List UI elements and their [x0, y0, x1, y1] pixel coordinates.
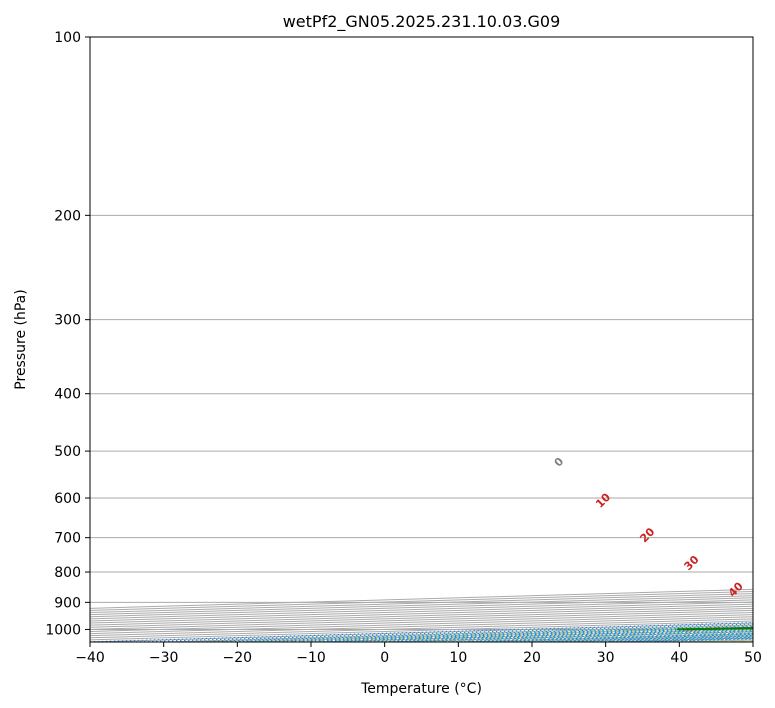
moist-adiabat-line — [458, 632, 753, 642]
axes: −40 −30 −20 −10 0 10 20 30 40 5010020030040050060… — [45, 30, 762, 666]
y-tick-label: 500 — [54, 444, 81, 460]
isotherm-line — [90, 597, 753, 618]
dry-adiabat-line — [338, 628, 753, 642]
isotherm-line — [90, 603, 753, 624]
moist-adiabat-line — [193, 624, 753, 642]
moist-adiabat-label: 30 — [682, 553, 702, 573]
isotherm-line — [310, 628, 753, 642]
moist-adiabat-line — [635, 638, 753, 642]
x-axis-label: Temperature (°C) — [360, 681, 482, 697]
y-tick-label: 700 — [54, 531, 81, 547]
isotherm-line — [531, 635, 753, 642]
isotherm-grid — [90, 588, 753, 642]
isotherm-line — [458, 633, 753, 642]
moist-adiabat-line — [590, 636, 753, 642]
y-axis-label: Pressure (hPa) — [13, 289, 29, 389]
isotherm-line — [90, 599, 753, 620]
isotherm-line — [90, 618, 753, 639]
moist-adiabat-label: 10 — [593, 490, 613, 510]
isotherm-line — [90, 588, 753, 609]
isotherm-line — [237, 626, 753, 642]
moist-adiabat-line — [723, 640, 753, 642]
isotherm-line — [679, 639, 753, 642]
moist-adiabat-line — [546, 635, 753, 642]
dry-adiabat-line — [263, 626, 753, 642]
dry-adiabat-line — [562, 635, 753, 642]
isotherm-line — [90, 614, 753, 635]
moist-adiabat-line — [369, 630, 753, 642]
x-tick-label: 0 — [380, 650, 389, 666]
isobar-grid — [90, 37, 753, 630]
x-tick-label: 20 — [523, 650, 541, 666]
isotherm-line — [90, 601, 753, 622]
moist-adiabat-line — [281, 627, 753, 642]
y-tick-label: 600 — [54, 491, 81, 507]
x-tick-label: −10 — [296, 650, 326, 666]
y-tick-label: 200 — [54, 208, 81, 224]
isotherm-line — [90, 607, 753, 628]
isotherm-line — [90, 616, 753, 637]
x-tick-label: 10 — [449, 650, 467, 666]
y-tick-label: 100 — [54, 30, 81, 46]
dry-adiabat-line — [636, 637, 753, 642]
x-tick-label: 40 — [670, 650, 688, 666]
y-tick-label: 300 — [54, 313, 81, 329]
x-tick-label: −30 — [149, 650, 179, 666]
moist-adiabat-label: 20 — [637, 525, 657, 545]
dry-adiabat-line — [711, 640, 753, 642]
dry-adiabats — [188, 624, 753, 642]
isotherm-line — [90, 595, 753, 616]
mixing-ratio-line — [599, 637, 753, 642]
dry-adiabat-line — [188, 624, 753, 642]
plot-frame — [89, 36, 754, 643]
y-tick-label: 400 — [54, 387, 81, 403]
x-tick-label: −20 — [223, 650, 253, 666]
dewpoint-series-line — [676, 627, 753, 631]
background-line-labels: 0.10.20.40.611.52346810131620253036-100-… — [552, 455, 746, 600]
dry-adiabat-line — [412, 631, 753, 642]
y-tick-label: 1000 — [45, 622, 81, 638]
isotherm-line — [90, 590, 753, 611]
isotherm-line — [90, 612, 753, 632]
moist-adiabat-line — [414, 631, 753, 642]
isotherm-line — [752, 641, 753, 642]
isotherm-line — [605, 637, 753, 642]
moist-adiabat-line — [237, 625, 753, 642]
isotherm-line — [90, 593, 753, 614]
moist-adiabat-label: 0 — [552, 455, 567, 470]
y-tick-label: 900 — [54, 595, 81, 611]
dry-adiabat-line — [487, 633, 753, 642]
profile-series — [676, 626, 753, 631]
moist-adiabat-line — [679, 639, 753, 642]
y-tick-label: 800 — [54, 565, 81, 581]
moist-adiabats — [193, 624, 753, 642]
chart-title: wetPf2_GN05.2025.231.10.03.G09 — [283, 12, 561, 32]
mixing-ratio-line — [131, 623, 753, 642]
isotherm-line — [90, 609, 753, 630]
isotherm-line — [384, 630, 753, 642]
isotherm-line — [90, 620, 753, 641]
mixing-ratio-line — [572, 636, 753, 642]
x-tick-label: 30 — [597, 650, 615, 666]
isotherm-line — [163, 624, 753, 642]
temperature-series-line — [682, 626, 753, 631]
x-tick-label: 50 — [744, 650, 762, 666]
isotherm-line — [90, 605, 753, 626]
isotherm-line — [90, 622, 753, 642]
moist-adiabat-line — [325, 628, 753, 642]
moist-adiabat-line — [502, 634, 753, 642]
x-tick-label: −40 — [75, 650, 105, 666]
